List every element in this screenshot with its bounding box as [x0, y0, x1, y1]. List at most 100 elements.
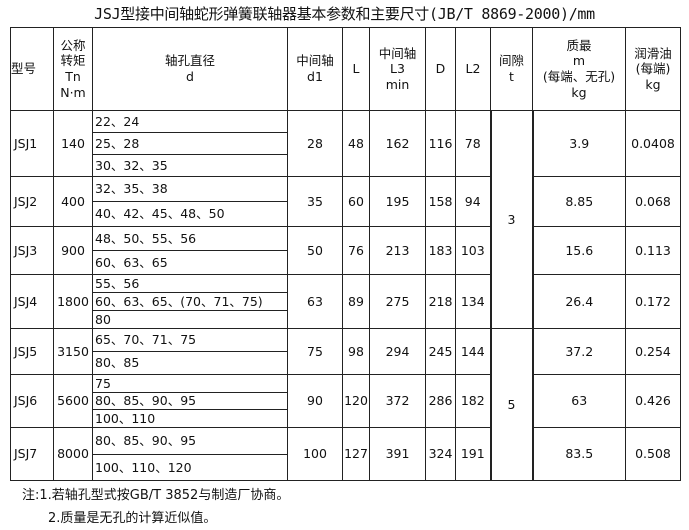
torque-cell: 140: [53, 110, 93, 177]
D-cell: 324: [425, 427, 456, 482]
L3-cell: 162: [369, 110, 426, 177]
torque-cell: 1800: [53, 274, 93, 329]
header-cell: 轴孔直径 d: [92, 27, 288, 111]
header-cell: 中间轴 d1: [287, 27, 343, 111]
header-line: 中间轴: [296, 53, 334, 69]
table-row: JSJ4 1800 55、56 63 89 275 218 134 26.4 0.172: [10, 274, 681, 329]
notes: 注:1.若轴孔型式按GB/T 3852与制造厂协商。 2.质量是无孔的计算近似值…: [22, 484, 289, 530]
L2-cell: 134: [455, 274, 491, 329]
bore-diameter-cell: 100、110: [92, 409, 288, 429]
oil-cell: 0.0408: [625, 110, 681, 177]
model-cell: JSJ7: [10, 427, 54, 482]
D-cell: 286: [425, 373, 456, 429]
mass-cell: 37.2: [532, 328, 626, 375]
mass-cell: 3.9: [532, 110, 626, 177]
d1-cell: 100: [287, 427, 343, 482]
L3-cell: 294: [369, 328, 426, 375]
header-cell: 中间轴 L3 min: [369, 27, 426, 111]
d1-cell: 35: [287, 176, 343, 227]
mass-cell: 26.4: [532, 274, 626, 329]
bore-diameter-cell: 80: [92, 310, 288, 329]
torque-cell: 5600: [53, 373, 93, 429]
L-cell: 127: [342, 427, 370, 482]
L2-cell: 191: [455, 427, 491, 482]
header-cell: 润滑油 (每端) kg: [625, 27, 681, 111]
model-cell: JSJ5: [10, 328, 54, 375]
D-cell: 218: [425, 274, 456, 329]
table-row: 100、110、120: [11, 453, 681, 482]
table-row: 80、85: [11, 351, 681, 375]
header-cell: L: [342, 27, 370, 111]
bore-diameter-cell: 75: [92, 374, 288, 393]
torque-cell: 400: [53, 176, 93, 227]
L2-cell: 94: [455, 176, 491, 227]
bore-diameter-cell: 100、110、120: [92, 453, 288, 482]
mass-cell: 15.6: [532, 226, 626, 275]
header-line: d1: [307, 69, 323, 84]
L-cell: 48: [342, 110, 370, 177]
model-cell: JSJ1: [10, 110, 54, 177]
L2-cell: 78: [455, 110, 491, 177]
bore-diameter-cell: 30、32、35: [92, 154, 288, 177]
header-cell: 型号: [10, 27, 54, 111]
oil-cell: 0.113: [625, 226, 681, 275]
header-cell: 间隙 t: [490, 27, 533, 111]
mass-cell: 83.5: [532, 427, 626, 482]
D-cell: 183: [425, 226, 456, 275]
bore-diameter-cell: 48、50、55、56: [92, 226, 288, 251]
header-line: 质最: [566, 37, 592, 53]
torque-cell: 900: [53, 226, 93, 275]
L-cell: 60: [342, 176, 370, 227]
mass-cell: 8.85: [532, 176, 626, 227]
bore-diameter-cell: 25、28: [92, 132, 288, 155]
bore-diameter-cell: 65、70、71、75: [92, 328, 288, 352]
oil-cell: 0.068: [625, 176, 681, 227]
L-cell: 76: [342, 226, 370, 275]
table-row: 60、63、65、(70、71、75): [11, 292, 681, 311]
bore-diameter-cell: 40、42、45、48、50: [92, 201, 288, 227]
d1-cell: 75: [287, 328, 343, 375]
header-line: 转矩: [60, 53, 86, 69]
note-1: 注:1.若轴孔型式按GB/T 3852与制造厂协商。: [22, 488, 290, 503]
header-line: 中间轴: [378, 45, 417, 61]
header-line: kg: [571, 84, 587, 100]
bore-diameter-cell: 80、85: [92, 351, 288, 375]
bore-diameter-cell: 32、35、38: [92, 176, 288, 202]
oil-cell: 0.508: [625, 427, 681, 482]
bore-diameter-cell: 22、24: [92, 110, 288, 133]
bore-diameter-cell: 55、56: [92, 274, 288, 293]
L2-cell: 182: [455, 373, 491, 429]
d1-cell: 50: [287, 226, 343, 275]
torque-cell: 3150: [53, 328, 93, 375]
header-line: min: [385, 76, 410, 92]
header-line: D: [435, 61, 446, 77]
L-cell: 98: [342, 328, 370, 375]
table-row: 80、85、90、95: [11, 391, 681, 411]
header-cell: L2: [455, 27, 491, 111]
header-line: 公称: [60, 37, 86, 53]
header-line: L3: [390, 61, 405, 77]
gap-cell: 5: [489, 327, 534, 482]
header-line: d: [186, 69, 194, 84]
bore-diameter-cell: 60、63、65: [92, 250, 288, 275]
table-row: JSJ3 900 48、50、55、56 50 76 213 183 103 15.6 0.113: [10, 226, 681, 275]
header-line: 润滑油: [634, 45, 672, 61]
D-cell: 116: [425, 110, 456, 177]
L3-cell: 372: [369, 373, 426, 429]
table-row: JSJ6 5600 75 90 120 372 286 182 63 0.426: [10, 373, 681, 429]
header-cell: 质最 m (每端、无孔) kg: [532, 27, 626, 111]
header-cell: D: [425, 27, 456, 111]
bore-diameter-cell: 60、63、65、(70、71、75): [92, 292, 288, 311]
header-line: Tn: [65, 69, 81, 84]
D-cell: 158: [425, 176, 456, 227]
oil-cell: 0.172: [625, 274, 681, 329]
model-cell: JSJ2: [10, 176, 54, 227]
header-line: t: [509, 69, 514, 84]
header-line: L2: [465, 61, 481, 77]
table-row: JSJ2 400 32、35、38 35 60 195 158 94 8.85 0.068: [10, 176, 681, 227]
header-line: L: [352, 61, 360, 77]
bore-diameter-cell: 80、85、90、95: [92, 427, 288, 455]
header-line: 轴孔直径: [164, 53, 215, 69]
gap-cell: 3: [489, 110, 534, 329]
header-line: N·m: [60, 84, 86, 100]
